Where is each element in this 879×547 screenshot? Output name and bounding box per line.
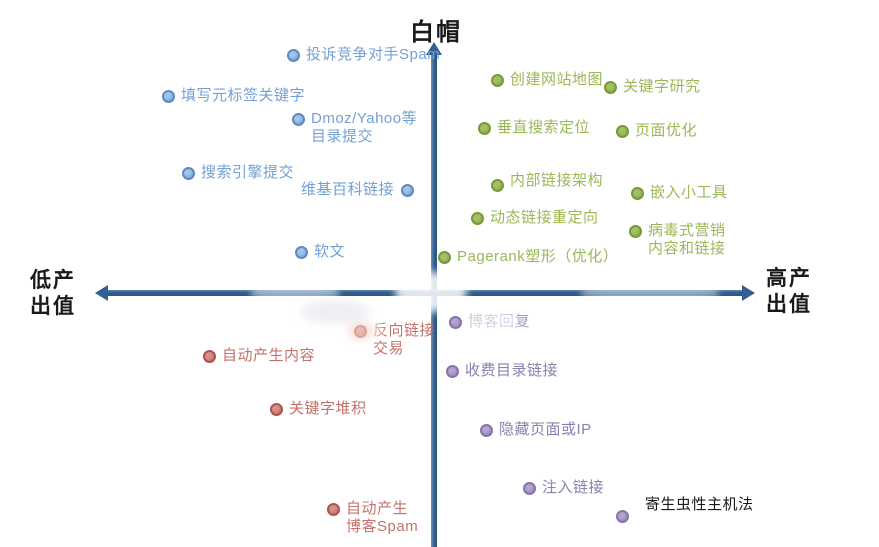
data-point-meta-tag-keywords [161, 89, 175, 103]
data-point-parasite-hosting [615, 509, 629, 523]
data-point-label-viral-marketing-content-links: 病毒式营销 内容和链接 [648, 222, 726, 257]
axis-title-left-line1: 低产 [30, 269, 76, 292]
data-point-keyword-stuffing [269, 402, 283, 416]
data-point-label-internal-link-architecture: 内部链接架构 [510, 172, 604, 189]
data-point-label-vertical-search-positioning: 垂直搜索定位 [497, 119, 591, 136]
data-point-paid-directory-links [445, 364, 459, 378]
data-point-label-wikipedia-links: 维基百科链接 [300, 181, 394, 198]
data-point-backlink-trading [353, 324, 367, 338]
data-point-label-search-engine-submission: 搜索引擎提交 [201, 164, 295, 181]
data-point-label-meta-tag-keywords: 填写元标签关键字 [181, 87, 306, 104]
data-point-label-paid-directory-links: 收费目录链接 [465, 362, 559, 379]
data-point-label-parasite-hosting: 寄生虫性主机法 [645, 496, 754, 513]
axis-title-right-line1: 高产 [766, 267, 812, 290]
data-point-label-pagerank-sculpting: Pagerank塑形（优化） [457, 248, 619, 265]
data-point-wikipedia-links [400, 183, 414, 197]
data-point-label-dmoz-yahoo-directory: Dmoz/Yahoo等 目录提交 [311, 110, 418, 145]
data-point-auto-generated-content [202, 349, 216, 363]
data-point-viral-marketing-content-links [628, 224, 642, 238]
data-point-complain-competitor-spam [286, 48, 300, 62]
watermark-smudge [300, 300, 370, 324]
data-point-label-backlink-trading: 反向链接 交易 [373, 322, 436, 357]
data-point-label-link-injection: 注入链接 [542, 479, 605, 496]
data-point-advertorial [294, 245, 308, 259]
data-point-keyword-research [603, 80, 617, 94]
x-axis-arrow-right-icon [742, 285, 755, 301]
data-point-create-sitemap [490, 73, 504, 87]
data-point-label-dynamic-link-redirect: 动态链接重定向 [490, 209, 599, 226]
data-point-dmoz-yahoo-directory [291, 112, 305, 126]
data-point-label-embed-widgets: 嵌入小工具 [650, 184, 728, 201]
axis-title-right: 高产 出值 [766, 266, 812, 318]
data-point-label-cloaking-pages-ip: 隐藏页面或IP [499, 421, 592, 438]
data-point-blog-comment-replies [448, 315, 462, 329]
data-point-label-page-optimization: 页面优化 [635, 122, 698, 139]
data-point-vertical-search-positioning [477, 121, 491, 135]
x-axis-line [108, 290, 742, 296]
axis-title-right-line2: 出值 [766, 293, 812, 316]
data-point-cloaking-pages-ip [479, 423, 493, 437]
data-point-pagerank-sculpting [437, 250, 451, 264]
axis-title-top: 白帽 [410, 19, 462, 46]
axis-title-left-line2: 出值 [30, 295, 76, 318]
y-axis-arrow-up-icon [426, 42, 442, 55]
data-point-dynamic-link-redirect [470, 211, 484, 225]
data-point-label-complain-competitor-spam: 投诉竞争对手Spam [306, 46, 441, 63]
data-point-auto-generated-blog-spam [326, 502, 340, 516]
data-point-label-auto-generated-content: 自动产生内容 [222, 347, 316, 364]
x-axis-arrow-left-icon [95, 285, 108, 301]
data-point-label-auto-generated-blog-spam: 自动产生 博客Spam [346, 500, 419, 535]
y-axis-line [431, 54, 437, 547]
data-point-label-blog-comment-replies: 博客回复 [468, 313, 531, 330]
axis-title-left: 低产 出值 [30, 268, 76, 320]
data-point-search-engine-submission [181, 166, 195, 180]
data-point-page-optimization [615, 124, 629, 138]
data-point-internal-link-architecture [490, 178, 504, 192]
data-point-link-injection [522, 481, 536, 495]
data-point-label-keyword-stuffing: 关键字堆积 [289, 400, 367, 417]
data-point-label-advertorial: 软文 [314, 243, 346, 260]
data-point-label-create-sitemap: 创建网站地图 [510, 71, 604, 88]
data-point-embed-widgets [630, 186, 644, 200]
data-point-label-keyword-research: 关键字研究 [623, 78, 701, 95]
